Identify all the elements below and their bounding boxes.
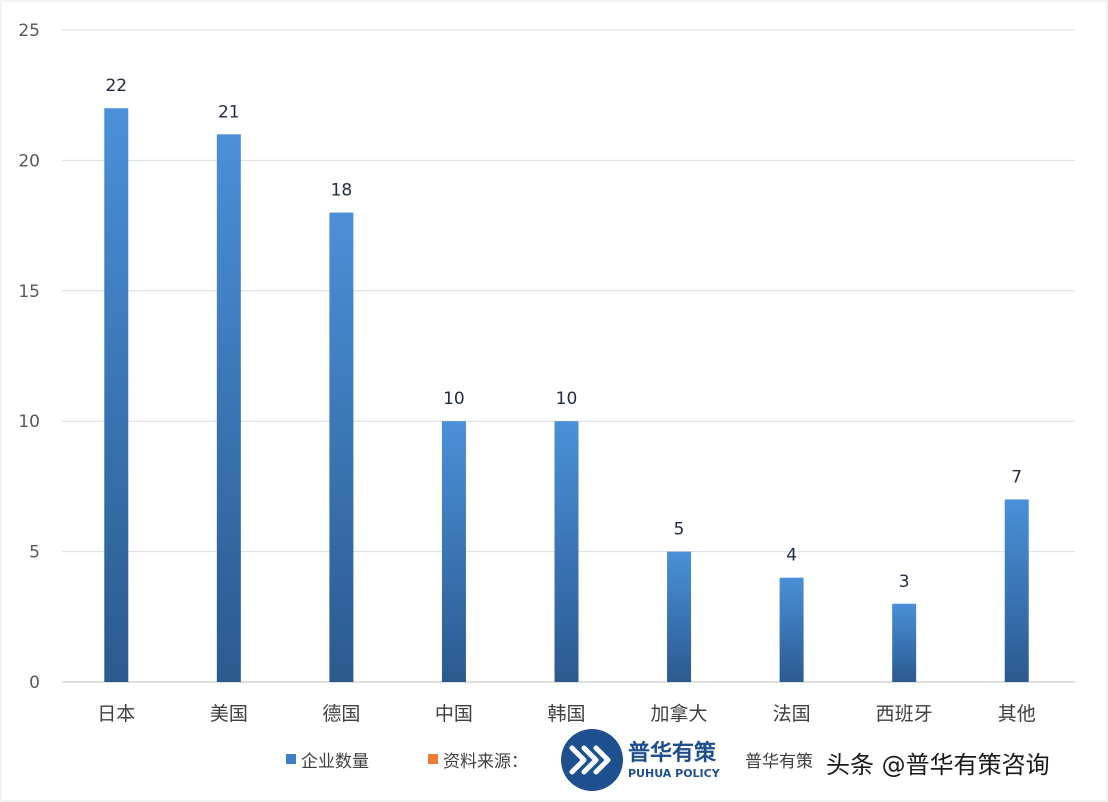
x-category-label: 美国	[210, 703, 248, 725]
x-category-label: 西班牙	[876, 703, 933, 725]
y-tick-label: 10	[18, 412, 40, 432]
data-label-3: 10	[443, 389, 465, 409]
y-tick-label: 15	[18, 282, 40, 302]
x-category-label: 韩国	[547, 703, 585, 725]
data-label-6: 4	[786, 546, 797, 566]
legend-source-suffix: 普华有策	[745, 752, 813, 772]
y-tick-label: 25	[18, 21, 40, 41]
bar-7	[892, 603, 917, 682]
logo-chevrons-icon	[569, 745, 611, 775]
logo-english-text: PUHUA POLICY	[628, 767, 721, 780]
bar-2	[329, 212, 354, 682]
bar-3	[441, 421, 466, 682]
watermark-text: 头条 @普华有策咨询	[826, 751, 1050, 779]
legend-swatch-source	[428, 754, 438, 764]
x-category-label: 法国	[773, 703, 811, 725]
legend-label-source: 资料来源：	[443, 752, 528, 772]
legend-swatch-company-count	[286, 754, 296, 764]
legend-label-company-count: 企业数量	[301, 752, 369, 772]
y-tick-label: 5	[29, 543, 40, 563]
puhua-logo: 普华有策 PUHUA POLICY	[561, 729, 721, 791]
data-label-1: 21	[218, 102, 240, 122]
bar-0	[104, 108, 129, 683]
bar-4	[554, 421, 579, 682]
data-labels: 22 21 18 10 10 5 4 3 7	[105, 76, 1022, 592]
x-category-label: 中国	[435, 703, 473, 725]
y-axis-ticks: 0 5 10 15 20 25	[18, 21, 40, 693]
data-label-4: 10	[556, 389, 578, 409]
bar-6	[779, 577, 804, 682]
y-tick-label: 20	[18, 151, 40, 171]
data-label-8: 7	[1011, 467, 1022, 487]
bar-8	[1004, 499, 1029, 682]
data-label-5: 5	[674, 520, 685, 540]
x-category-label: 其他	[998, 703, 1036, 725]
logo-circle-icon	[561, 729, 623, 791]
data-label-2: 18	[331, 181, 353, 201]
bar-5	[667, 551, 692, 682]
y-tick-label: 0	[29, 673, 40, 693]
data-label-0: 22	[105, 76, 127, 96]
x-category-label: 日本	[97, 703, 135, 725]
x-category-label: 加拿大	[651, 702, 708, 725]
legend: 企业数量 资料来源： 普华有策	[286, 752, 813, 772]
logo-chinese-text: 普华有策	[628, 740, 717, 766]
x-axis-categories: 日本 美国 德国 中国 韩国 加拿大 法国 西班牙 其他	[97, 702, 1035, 725]
x-category-label: 德国	[322, 703, 360, 725]
data-label-7: 3	[899, 572, 910, 592]
bars	[104, 108, 1029, 683]
bar-1	[216, 134, 241, 682]
